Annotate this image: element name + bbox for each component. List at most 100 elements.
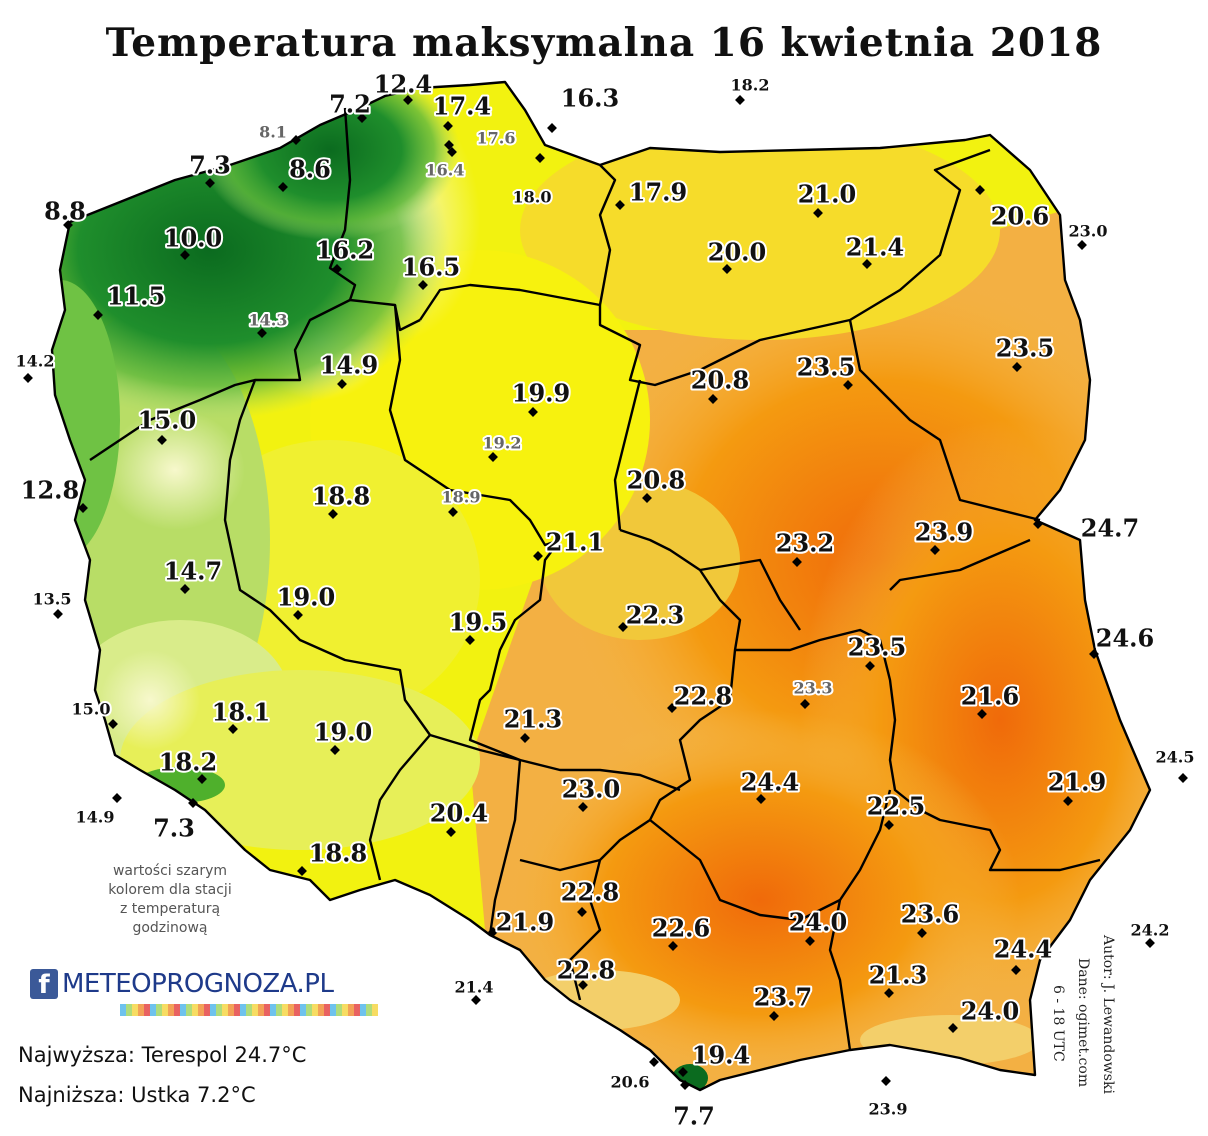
station-temperature-label: 23.9	[869, 1100, 908, 1119]
station-marker	[1077, 240, 1087, 250]
station-temperature-label: 19.2	[483, 434, 522, 453]
station-temperature-label: 23.0	[562, 775, 620, 804]
station-marker	[756, 794, 766, 804]
station-temperature-label: 24.7	[1081, 514, 1139, 543]
note-line: godzinową	[132, 920, 208, 936]
logo-text: METEOPROGNOZA.PL	[62, 969, 334, 999]
station-temperature-label: 20.8	[691, 366, 749, 395]
station-temperature-label: 14.2	[16, 352, 55, 371]
station-marker	[1033, 519, 1043, 529]
note-line: wartości szarym	[112, 863, 228, 879]
station-temperature-label: 21.3	[869, 961, 927, 990]
station-marker	[53, 609, 63, 619]
station-marker	[578, 980, 588, 990]
station-temperature-label: 8.1	[259, 123, 287, 142]
station-marker	[865, 661, 875, 671]
station-marker	[63, 220, 73, 230]
station-marker	[471, 995, 481, 1005]
gray-values-note: wartości szarym kolorem dla stacji z tem…	[70, 862, 270, 938]
station-marker	[1011, 965, 1021, 975]
station-temperature-label: 16.5	[402, 253, 460, 282]
station-marker	[257, 328, 267, 338]
station-marker	[332, 264, 342, 274]
station-temperature-label: 16.2	[316, 236, 374, 265]
station-temperature-label: 19.0	[314, 718, 372, 747]
station-temperature-label: 19.0	[277, 583, 335, 612]
station-temperature-label: 14.9	[320, 351, 378, 380]
station-temperature-label: 14.3	[249, 311, 288, 330]
station-temperature-label: 14.9	[76, 808, 115, 827]
station-temperature-label: 20.6	[611, 1073, 650, 1092]
station-marker	[278, 182, 288, 192]
station-marker	[337, 379, 347, 389]
station-temperature-label: 8.6	[289, 155, 331, 184]
station-marker	[805, 936, 815, 946]
station-temperature-label: 15.0	[138, 406, 196, 435]
station-temperature-label: 23.2	[776, 529, 834, 558]
station-marker	[533, 551, 543, 561]
station-temperature-label: 7.3	[153, 814, 195, 843]
station-marker	[977, 709, 987, 719]
station-temperature-label: 12.8	[21, 476, 79, 505]
station-marker	[418, 280, 428, 290]
station-temperature-label: 8.8	[44, 197, 86, 226]
station-marker	[735, 95, 745, 105]
station-temperature-label: 21.1	[546, 528, 604, 557]
station-marker	[291, 135, 301, 145]
station-temperature-label: 21.4	[455, 978, 494, 997]
station-temperature-label: 17.9	[629, 178, 687, 207]
station-marker	[769, 1011, 779, 1021]
station-marker	[465, 635, 475, 645]
station-marker	[577, 907, 587, 917]
station-marker	[881, 1076, 891, 1086]
station-marker	[228, 724, 238, 734]
note-line: z temperaturą	[119, 901, 221, 917]
station-marker	[112, 793, 122, 803]
station-temperature-label: 23.6	[901, 900, 959, 929]
station-temperature-label: 24.0	[961, 997, 1019, 1026]
station-temperature-label: 21.4	[846, 233, 904, 262]
station-temperature-label: 18.2	[731, 76, 770, 95]
station-temperature-label: 21.3	[504, 705, 562, 734]
station-temperature-label: 23.3	[794, 679, 833, 698]
station-marker	[680, 1080, 690, 1090]
station-temperature-label: 20.4	[430, 799, 488, 828]
station-temperature-label: 22.8	[674, 682, 732, 711]
station-temperature-label: 23.5	[996, 334, 1054, 363]
station-temperature-label: 23.0	[1069, 222, 1108, 241]
station-temperature-label: 15.0	[72, 700, 111, 719]
station-temperature-label: 17.6	[477, 129, 516, 148]
station-marker	[528, 407, 538, 417]
station-marker	[157, 435, 167, 445]
station-temperature-label: 19.4	[692, 1041, 750, 1070]
station-marker	[930, 545, 940, 555]
station-temperature-label: 18.8	[312, 482, 370, 511]
station-marker	[843, 380, 853, 390]
station-marker	[862, 259, 872, 269]
station-temperature-label: 16.4	[426, 161, 465, 180]
station-marker	[293, 610, 303, 620]
meteoprognoza-logo[interactable]: f METEOPROGNOZA.PL	[30, 966, 334, 1002]
station-marker	[792, 557, 802, 567]
station-temperature-label: 13.5	[33, 590, 72, 609]
station-marker	[180, 584, 190, 594]
station-temperature-label: 23.7	[754, 983, 812, 1012]
station-temperature-label: 10.0	[164, 224, 222, 253]
facebook-icon[interactable]: f	[30, 969, 58, 1000]
station-temperature-label: 24.4	[994, 935, 1052, 964]
station-temperature-label: 22.8	[557, 956, 615, 985]
station-marker	[1089, 649, 1099, 659]
station-temperature-label: 23.5	[797, 353, 855, 382]
station-temperature-label: 24.6	[1096, 624, 1154, 653]
data-source-credit: Dane: ogimet.com	[1075, 958, 1091, 1088]
station-marker	[708, 394, 718, 404]
station-marker	[535, 153, 545, 163]
station-marker	[800, 699, 810, 709]
station-marker	[297, 866, 307, 876]
author-credit: Autor: J. Lewandowski	[1100, 935, 1116, 1094]
station-marker	[488, 927, 498, 937]
voivodeship-borders	[50, 80, 1152, 1092]
station-marker	[1063, 796, 1073, 806]
